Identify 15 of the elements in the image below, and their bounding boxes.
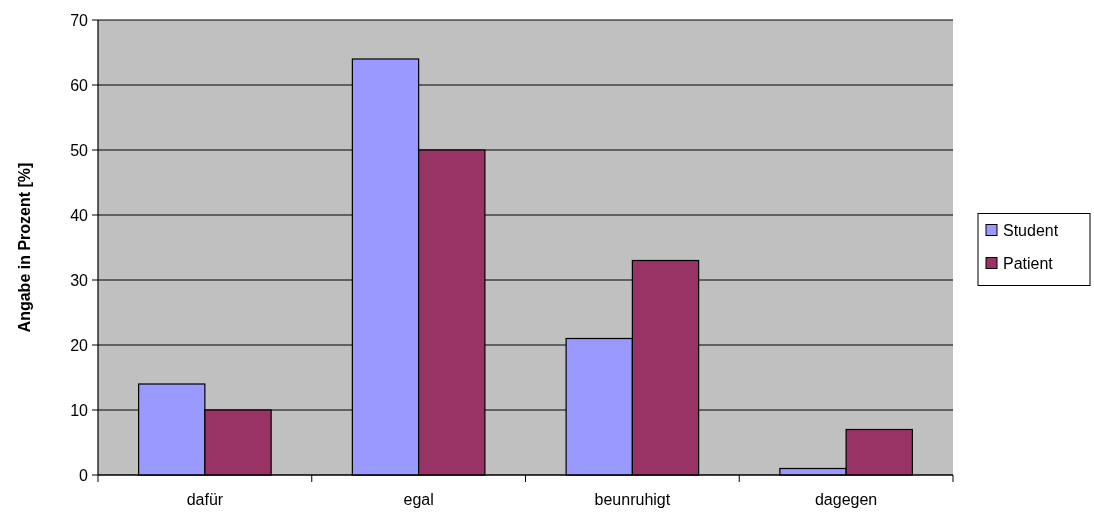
y-tick-label: 60 [70,76,89,94]
legend-label: Patient [1003,255,1054,273]
y-tick-label: 50 [70,141,89,159]
y-tick-label: 70 [70,11,89,29]
x-tick-label: egal [403,491,434,508]
x-tick-label: beunruhigt [594,491,671,508]
legend-label: Student [1003,222,1059,240]
y-tick-label: 10 [70,401,89,419]
y-tick-label: 20 [70,336,89,354]
x-tick-label: dagegen [814,491,878,508]
y-axis-title: Angabe in Prozent [%] [16,162,33,333]
y-tick-label: 40 [70,206,89,224]
y-tick-label: 30 [70,271,89,289]
x-tick-label: dafür [186,491,224,508]
y-tick-label: 0 [79,466,89,484]
